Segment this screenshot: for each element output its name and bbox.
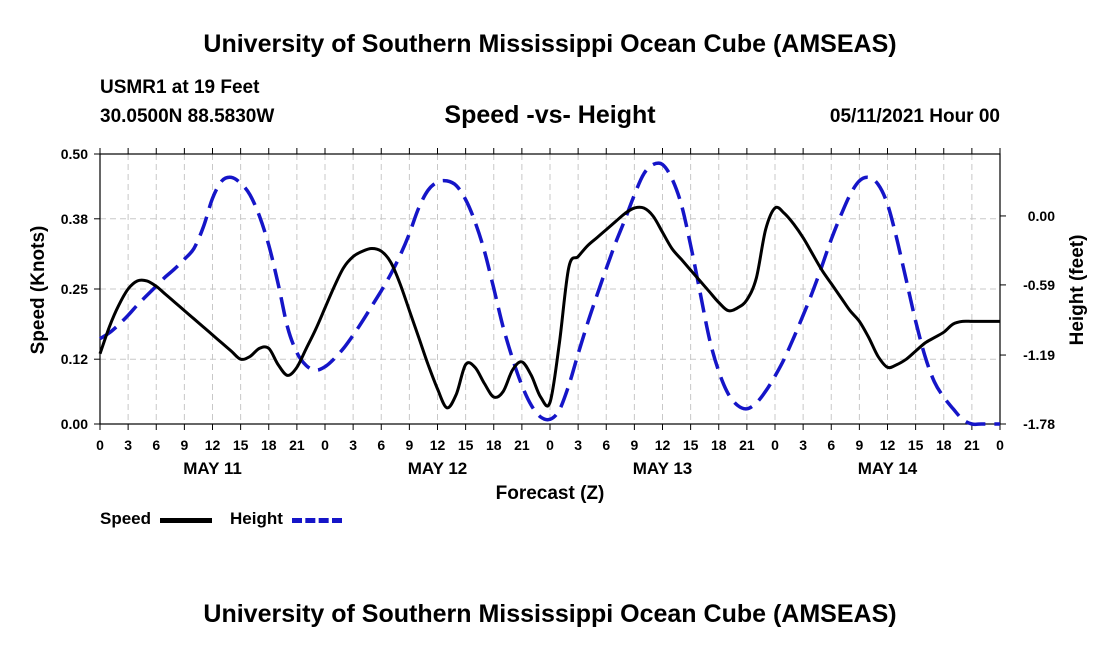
axis-ticks: 0 3 6 9 12 15 18 21 0 3 6 9 12 15 18 21 0 3 6 9 12 15 18 21 0 3 6 9… xyxy=(61,146,1055,478)
series xyxy=(98,161,1000,427)
station-label: USMR1 at 19 Feet xyxy=(100,77,260,98)
x-tick-label: 3 xyxy=(124,437,132,453)
x-tick-label: 15 xyxy=(683,437,699,453)
y-tick-label: 0.12 xyxy=(61,351,88,367)
series-speed-line xyxy=(98,205,1000,410)
x-tick-label: 12 xyxy=(880,437,896,453)
y-tick-label: 0.50 xyxy=(61,146,88,162)
y2-tick-label: -1.78 xyxy=(1023,416,1055,432)
y-tick-label: 0.00 xyxy=(61,416,88,432)
legend-speed-label: Speed xyxy=(100,509,152,528)
report-title: University of Southern Mississippi Ocean… xyxy=(203,30,897,58)
x-tick-label: 15 xyxy=(908,437,924,453)
y-axis-label: Speed (Knots) xyxy=(28,226,49,355)
day-label: MAY 11 xyxy=(183,459,242,478)
x-tick-label: 21 xyxy=(514,437,530,453)
x-tick-label: 21 xyxy=(739,437,755,453)
x-tick-label: 0 xyxy=(771,437,779,453)
y2-tick-label: -0.59 xyxy=(1023,277,1055,293)
footer-title: University of Southern Mississippi Ocean… xyxy=(203,600,897,628)
x-tick-label: 0 xyxy=(321,437,329,453)
station-coordinates: 30.0500N 88.5830W xyxy=(100,106,275,127)
y2-axis-label: Height (feet) xyxy=(1067,235,1088,346)
legend-height-swatch xyxy=(292,518,342,523)
x-tick-label: 18 xyxy=(486,437,502,453)
x-tick-label: 6 xyxy=(602,437,610,453)
x-tick-label: 21 xyxy=(289,437,305,453)
day-label: MAY 14 xyxy=(858,459,918,478)
x-tick-label: 3 xyxy=(349,437,357,453)
x-tick-label: 3 xyxy=(799,437,807,453)
x-tick-label: 18 xyxy=(711,437,727,453)
x-tick-label: 9 xyxy=(405,437,413,453)
x-tick-label: 12 xyxy=(205,437,221,453)
day-label: MAY 13 xyxy=(633,459,693,478)
x-tick-label: 6 xyxy=(377,437,385,453)
y-tick-label: 0.25 xyxy=(61,281,88,297)
x-tick-label: 9 xyxy=(855,437,863,453)
x-tick-label: 15 xyxy=(233,437,249,453)
grid xyxy=(99,153,1001,425)
x-axis-label: Forecast (Z) xyxy=(495,483,605,504)
x-tick-label: 0 xyxy=(546,437,554,453)
x-tick-label: 18 xyxy=(261,437,277,453)
y2-tick-label: -1.19 xyxy=(1023,347,1055,363)
x-tick-label: 6 xyxy=(827,437,835,453)
x-tick-label: 6 xyxy=(152,437,160,453)
x-tick-label: 0 xyxy=(96,437,104,453)
y2-tick-label: 0.00 xyxy=(1028,208,1055,224)
x-tick-label: 21 xyxy=(964,437,980,453)
legend-speed-swatch xyxy=(160,518,212,523)
x-tick-label: 9 xyxy=(630,437,638,453)
x-tick-label: 12 xyxy=(430,437,446,453)
forecast-run-time: 05/11/2021 Hour 00 xyxy=(829,106,1000,127)
x-tick-label: 3 xyxy=(574,437,582,453)
x-tick-label: 15 xyxy=(458,437,474,453)
x-tick-label: 9 xyxy=(180,437,188,453)
y-tick-label: 0.38 xyxy=(61,211,88,227)
x-tick-label: 0 xyxy=(996,437,1004,453)
chart-title: Speed -vs- Height xyxy=(444,101,656,129)
day-label: MAY 12 xyxy=(408,459,468,478)
x-tick-label: 12 xyxy=(655,437,671,453)
series-height-line xyxy=(99,161,1000,427)
x-tick-label: 18 xyxy=(936,437,952,453)
legend-height-label: Height xyxy=(230,509,283,528)
